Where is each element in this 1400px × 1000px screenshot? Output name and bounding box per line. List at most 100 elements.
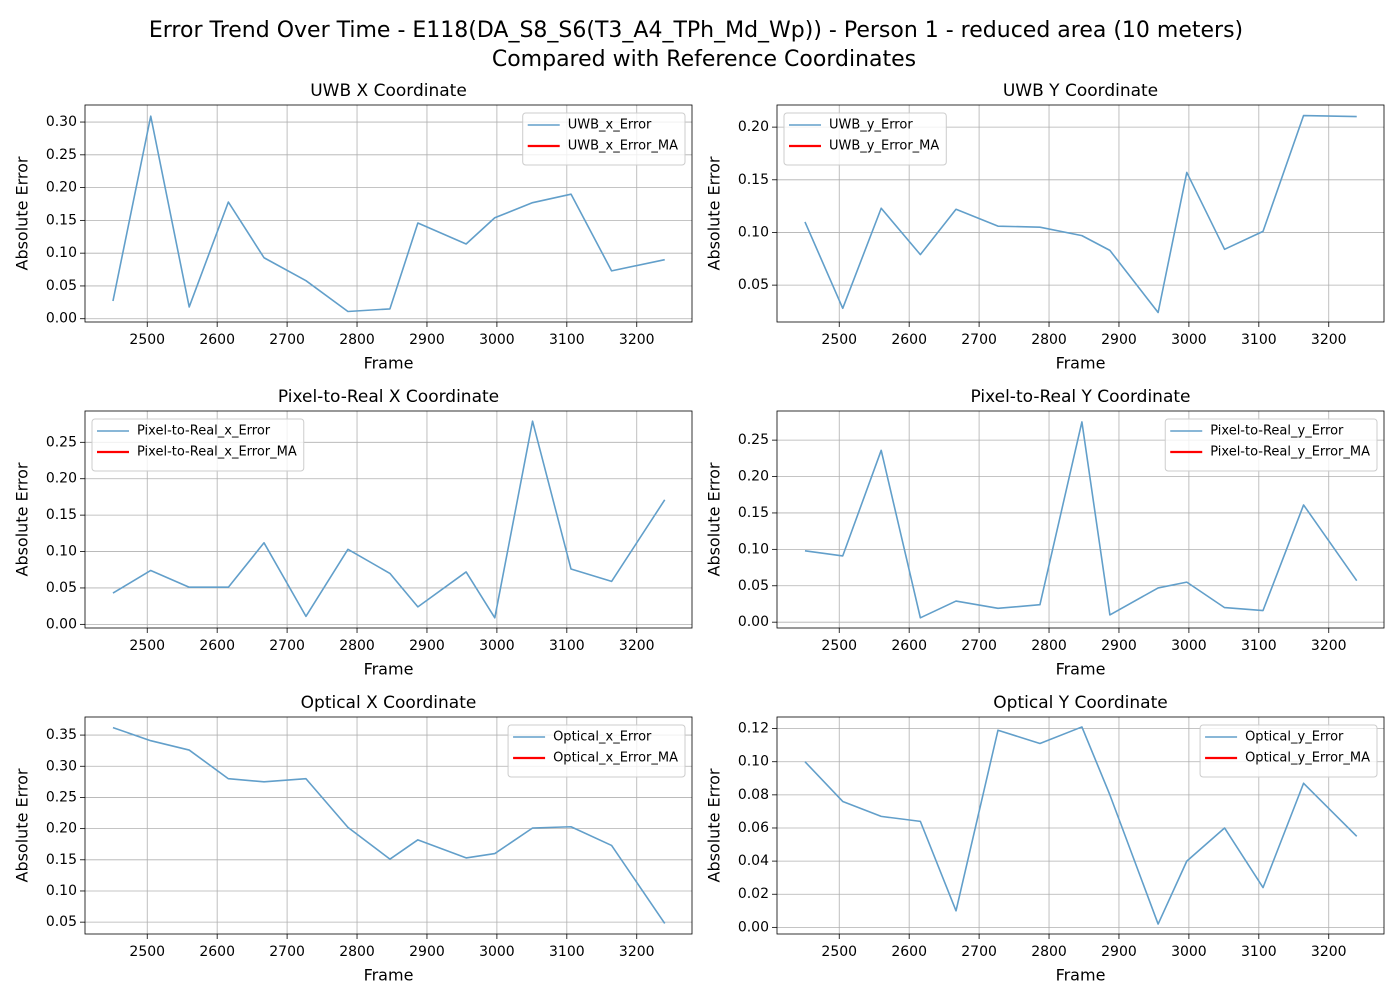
- legend-label: UWB_y_Error_MA: [829, 139, 939, 154]
- y-tick-label: 0.12: [738, 721, 769, 737]
- x-tick-label: 3200: [1311, 332, 1347, 348]
- y-tick-label: 0.00: [46, 616, 77, 632]
- legend-box: [1164, 418, 1378, 472]
- y-tick-label: 0.05: [46, 914, 77, 930]
- x-tick-label: 2900: [1101, 944, 1137, 960]
- x-tick-label: 2700: [961, 944, 997, 960]
- legend-label: UWB_x_Error_MA: [568, 139, 678, 154]
- x-tick-label: 2600: [199, 638, 235, 654]
- axes-frame: [776, 716, 1385, 935]
- legend-label: Optical_x_Error_MA: [553, 751, 678, 766]
- x-tick-label: 3100: [1241, 332, 1277, 348]
- x-tick-label: 3100: [549, 332, 585, 348]
- y-tick-label: 0.35: [46, 727, 77, 743]
- x-tick-label: 3200: [1311, 638, 1347, 654]
- x-tick-label: 2600: [199, 332, 235, 348]
- x-tick-label: 2600: [891, 944, 927, 960]
- legend: Pixel-to-Real_x_Error Pixel-to-Real_x_Err…: [91, 418, 305, 472]
- subplot: Pixel-to-Real X Coordinate Frame Absolute …: [13, 387, 693, 679]
- x-tick-label: 2900: [409, 944, 445, 960]
- x-tick-label: 2500: [129, 332, 165, 348]
- y-tick-label: 0.20: [46, 471, 77, 487]
- x-tick-label: 2600: [199, 944, 235, 960]
- y-tick-label: 0.10: [738, 541, 769, 557]
- x-tick-label: 2500: [129, 944, 165, 960]
- x-tick-label: 2500: [821, 332, 857, 348]
- y-tick-label: 0.25: [46, 434, 77, 450]
- x-tick-label: 3200: [1311, 944, 1347, 960]
- y-tick-label: 0.10: [46, 544, 77, 560]
- x-tick-label: 2800: [339, 332, 375, 348]
- data-line: [112, 726, 666, 924]
- x-tick-label: 3200: [619, 944, 655, 960]
- y-tick-label: 0.05: [46, 278, 77, 294]
- x-axis-label: Frame: [1056, 966, 1106, 985]
- y-tick-label: 0.02: [738, 886, 769, 902]
- axes-frame: [84, 410, 693, 629]
- x-tick-label: 3100: [1241, 638, 1277, 654]
- legend-box: [522, 112, 686, 166]
- data-line: [804, 726, 1358, 925]
- y-tick-label: 0.25: [46, 147, 77, 163]
- subplot-title: Optical Y Coordinate: [993, 693, 1167, 713]
- legend: Optical_x_Error Optical_x_Error_MA: [507, 724, 686, 778]
- legend-label: Optical_y_Error: [1245, 730, 1344, 745]
- legend: Pixel-to-Real_y_Error Pixel-to-Real_y_Err…: [1164, 418, 1378, 472]
- subplot: Pixel-to-Real Y Coordinate Frame Absolute …: [705, 387, 1385, 679]
- y-axis-label: Absolute Error: [705, 156, 724, 270]
- x-tick-label: 3000: [1171, 332, 1207, 348]
- x-axis-label: Frame: [1056, 354, 1106, 373]
- y-tick-label: 0.15: [46, 852, 77, 868]
- legend-label: Optical_x_Error: [553, 730, 652, 745]
- x-axis-label: Frame: [364, 354, 414, 373]
- x-tick-label: 2700: [269, 638, 305, 654]
- y-tick-label: 0.04: [738, 853, 769, 869]
- y-tick-label: 0.10: [46, 245, 77, 261]
- y-tick-label: 0.30: [46, 114, 77, 130]
- legend-label: Pixel-to-Real_y_Error: [1210, 424, 1344, 439]
- legend-label: Pixel-to-Real_y_Error_MA: [1210, 445, 1370, 460]
- data-line: [112, 420, 666, 619]
- x-tick-label: 2900: [1101, 332, 1137, 348]
- subplot: UWB X Coordinate Frame Absolute Error 2500 2…: [13, 81, 693, 373]
- y-tick-label: 0.00: [46, 311, 77, 327]
- x-tick-label: 2800: [1031, 638, 1067, 654]
- y-tick-label: 0.10: [46, 883, 77, 899]
- subplot-title: Pixel-to-Real Y Coordinate: [970, 387, 1190, 407]
- axes-frame: [84, 104, 693, 323]
- figure-subtitle: Compared with Reference Coordinates: [492, 47, 916, 72]
- x-tick-label: 3000: [479, 332, 515, 348]
- x-tick-label: 3000: [479, 944, 515, 960]
- x-tick-label: 2500: [821, 638, 857, 654]
- y-tick-label: 0.10: [738, 224, 769, 240]
- data-line: [804, 421, 1358, 619]
- subplot-title: UWB X Coordinate: [310, 81, 467, 101]
- legend-box: [783, 112, 947, 166]
- subplot-title: UWB Y Coordinate: [1003, 81, 1158, 101]
- subplot: Optical X Coordinate Frame Absolute Error 2…: [13, 693, 693, 985]
- y-tick-label: 0.00: [738, 919, 769, 935]
- figure-title: Error Trend Over Time - E118(DA_S8_S6(T3…: [149, 18, 1243, 43]
- y-tick-label: 0.00: [738, 614, 769, 630]
- y-tick-label: 0.15: [738, 172, 769, 188]
- x-tick-label: 2900: [1101, 638, 1137, 654]
- legend: UWB_y_Error UWB_y_Error_MA: [783, 112, 947, 166]
- y-tick-label: 0.10: [738, 754, 769, 770]
- x-tick-label: 3000: [479, 638, 515, 654]
- legend-box: [1199, 724, 1378, 778]
- data-line: [112, 115, 665, 313]
- legend-box: [91, 418, 305, 472]
- legend: UWB_x_Error UWB_x_Error_MA: [522, 112, 686, 166]
- x-axis-label: Frame: [1056, 660, 1106, 679]
- subplot-title: Optical X Coordinate: [301, 693, 477, 713]
- legend-label: Optical_y_Error_MA: [1245, 751, 1370, 766]
- y-tick-label: 0.05: [738, 277, 769, 293]
- subplot-title: Pixel-to-Real X Coordinate: [278, 387, 499, 407]
- x-tick-label: 3200: [619, 638, 655, 654]
- x-tick-label: 3200: [619, 332, 655, 348]
- x-tick-label: 2800: [1031, 944, 1067, 960]
- y-axis-label: Absolute Error: [705, 768, 724, 882]
- y-tick-label: 0.25: [738, 432, 769, 448]
